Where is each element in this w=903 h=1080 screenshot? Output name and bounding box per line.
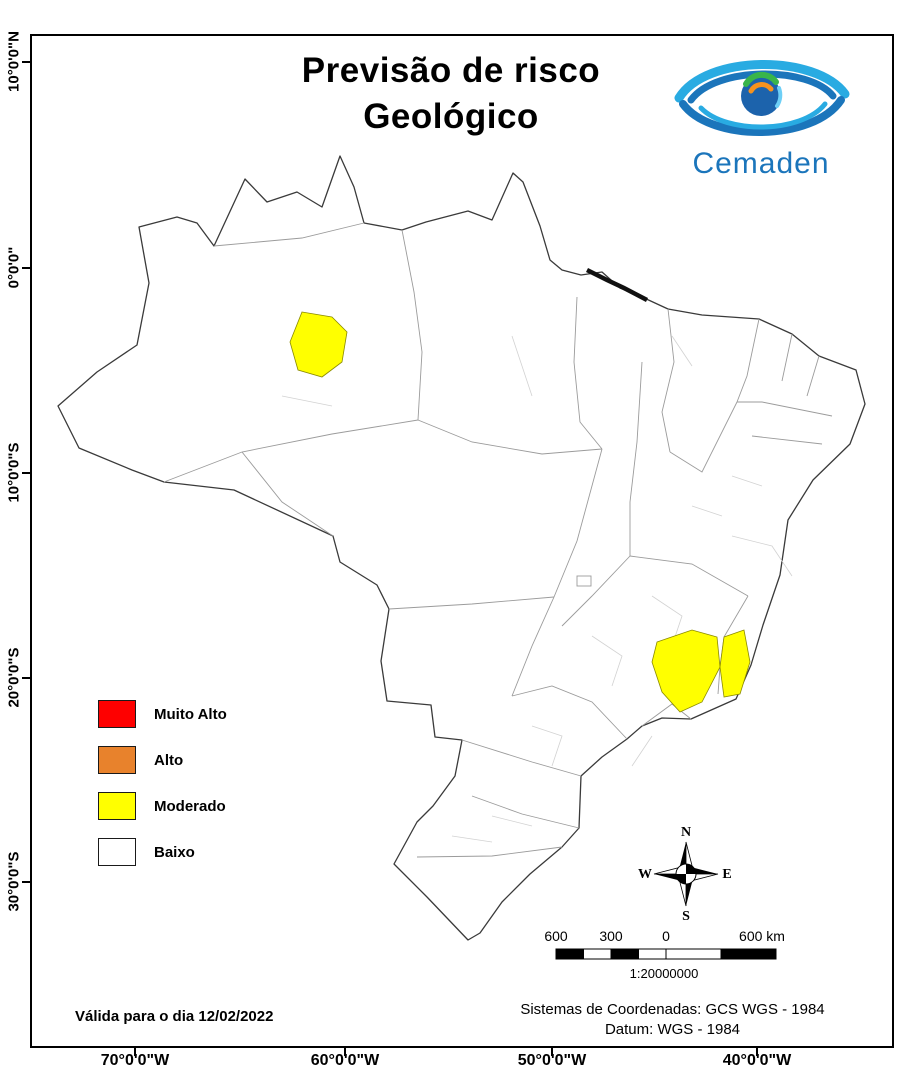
risk-region-espirito-santo <box>719 629 751 698</box>
lat-axis-label: 0°0'0" <box>5 246 23 289</box>
legend-swatch-baixo <box>98 838 136 866</box>
lat-tick <box>22 881 30 883</box>
scale-label: 600 <box>544 928 568 944</box>
scale-label: 0 <box>662 928 670 944</box>
legend: Muito Alto Alto Moderado Baixo <box>98 700 227 884</box>
legend-swatch-moderado <box>98 792 136 820</box>
lon-axis-label: 60°0'0"W <box>310 1052 380 1069</box>
risk-regions <box>289 311 751 713</box>
lat-tick <box>22 267 30 269</box>
legend-item-moderado: Moderado <box>98 792 227 820</box>
cemaden-logo: Cemaden <box>655 46 867 188</box>
coordinate-system-info: Sistemas de Coordenadas: GCS WGS - 1984 … <box>455 1000 890 1039</box>
legend-swatch-muito-alto <box>98 700 136 728</box>
legend-label: Moderado <box>154 797 226 815</box>
lat-tick <box>22 61 30 63</box>
compass-s-label: S <box>682 909 690 924</box>
lon-tick <box>756 1048 758 1056</box>
risk-region-minas-gerais <box>651 629 721 713</box>
logo-text: Cemaden <box>692 147 830 180</box>
title-line-2: Geológico <box>363 96 539 136</box>
lon-tick <box>344 1048 346 1056</box>
lon-axis-label: 70°0'0"W <box>100 1052 170 1069</box>
compass-n-label: N <box>681 825 691 840</box>
lon-axis-label: 40°0'0"W <box>722 1052 792 1069</box>
title-line-1: Previsão de risco <box>301 51 601 90</box>
lat-axis-label: 10°0'0"N <box>5 31 23 92</box>
lat-tick <box>22 472 30 474</box>
lat-tick <box>22 677 30 679</box>
validity-date: Válida para o dia 12/02/2022 <box>75 1008 274 1025</box>
scale-bar: 600 300 0 600 km 1:20000000 <box>544 928 785 984</box>
scale-label: 600 km <box>739 928 785 944</box>
scale-label: 300 <box>599 928 623 944</box>
state-boundaries <box>163 222 833 858</box>
compass-e-label: E <box>722 867 731 882</box>
risk-region-amazonas <box>289 311 348 378</box>
legend-swatch-alto <box>98 746 136 774</box>
scale-bar-graphic <box>555 948 777 960</box>
legend-item-baixo: Baixo <box>98 838 227 866</box>
lon-tick <box>134 1048 136 1056</box>
legend-item-muito-alto: Muito Alto <box>98 700 227 728</box>
legend-label: Muito Alto <box>154 705 227 723</box>
lat-axis-label: 10°0'0"S <box>5 442 23 503</box>
legend-item-alto: Alto <box>98 746 227 774</box>
brazil-map <box>57 155 866 941</box>
coast-highlight <box>585 267 649 302</box>
compass-w-label: W <box>638 867 652 882</box>
lon-tick <box>551 1048 553 1056</box>
datum-line: Datum: WGS - 1984 <box>604 1020 741 1038</box>
scale-ratio: 1:20000000 <box>629 966 699 981</box>
eye-icon <box>674 60 850 136</box>
legend-label: Alto <box>154 751 184 769</box>
legend-label: Baixo <box>154 843 195 861</box>
compass-rose-icon: N S W E <box>638 825 732 924</box>
lat-axis-label: 30°0'0"S <box>5 851 23 912</box>
crs-line: Sistemas de Coordenadas: GCS WGS - 1984 <box>520 1001 825 1018</box>
lon-axis-label: 50°0'0"W <box>517 1052 587 1069</box>
lat-axis-label: 20°0'0"S <box>5 647 23 708</box>
page-title: Previsão de risco Geológico <box>161 48 741 139</box>
